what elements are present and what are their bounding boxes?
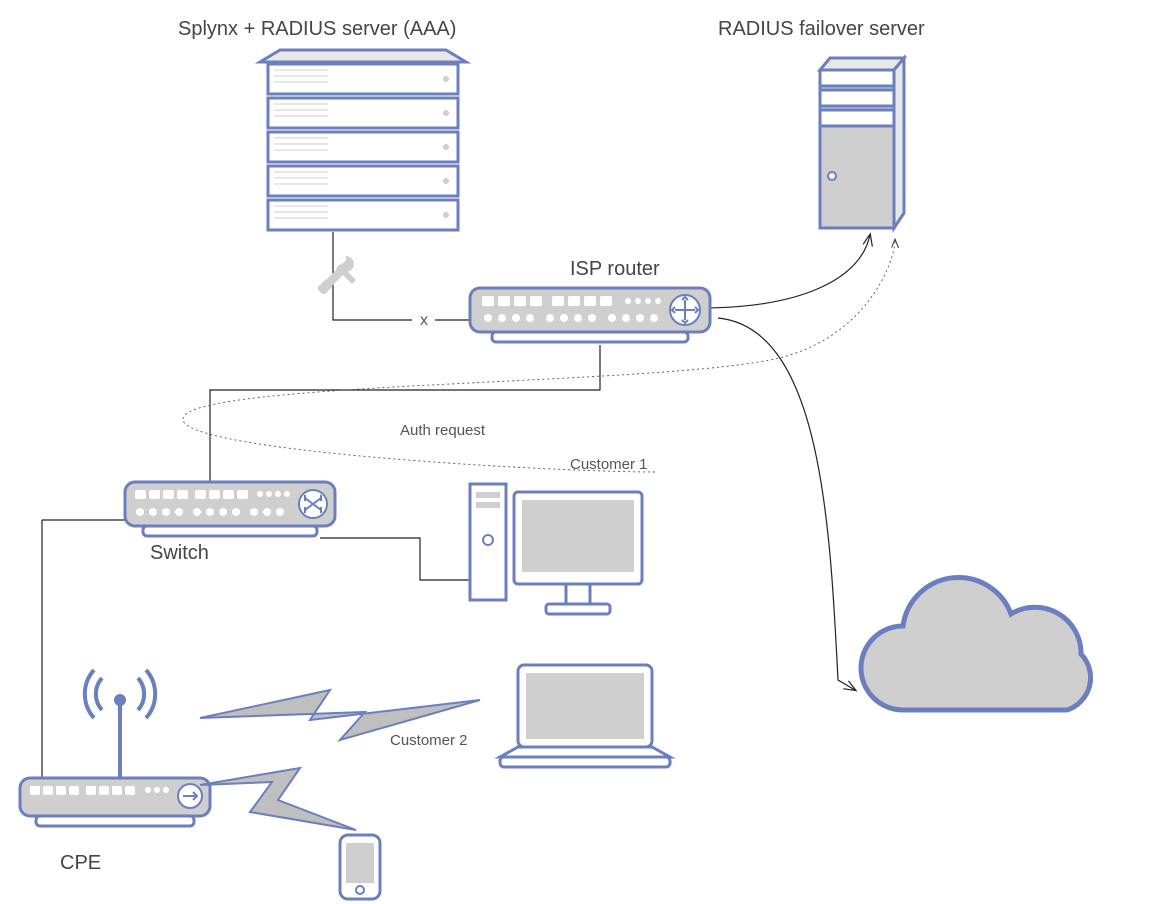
edge-splynx-isp (333, 232, 478, 320)
broken-x-label: x (420, 312, 428, 330)
auth-request-label: Auth request (400, 422, 485, 439)
edge-isp-failover (700, 235, 870, 308)
server-stack-icon (260, 50, 466, 230)
isp-router-icon (470, 288, 710, 342)
edge-isp-switch (210, 345, 600, 482)
failover-label: RADIUS failover server (718, 18, 925, 41)
wireless-bolt-phone (200, 768, 356, 830)
edge-switch-pc1 (320, 538, 470, 580)
cpe-icon (20, 670, 210, 826)
diagram-svg (0, 0, 1159, 904)
diagram-canvas: Splynx + RADIUS server (AAA) RADIUS fail… (0, 0, 1159, 904)
server-tower-icon (820, 58, 904, 228)
splynx-label: Splynx + RADIUS server (AAA) (178, 18, 456, 41)
phone-icon (340, 835, 380, 899)
switch-icon (125, 482, 335, 536)
customer2-label: Customer 2 (390, 732, 468, 749)
internet-label: Internet (956, 674, 1024, 697)
switch-label: Switch (150, 542, 209, 565)
desktop-icon (470, 484, 642, 614)
tools-icon (317, 256, 356, 295)
edge-auth-dotted (183, 240, 895, 472)
customer1-label: Customer 1 (570, 456, 648, 473)
isp-label: ISP router (570, 258, 660, 281)
edge-switch-cpe (22, 520, 42, 790)
edge-isp-internet (718, 318, 855, 690)
cpe-label: CPE (60, 852, 101, 875)
laptop-icon (500, 665, 670, 767)
